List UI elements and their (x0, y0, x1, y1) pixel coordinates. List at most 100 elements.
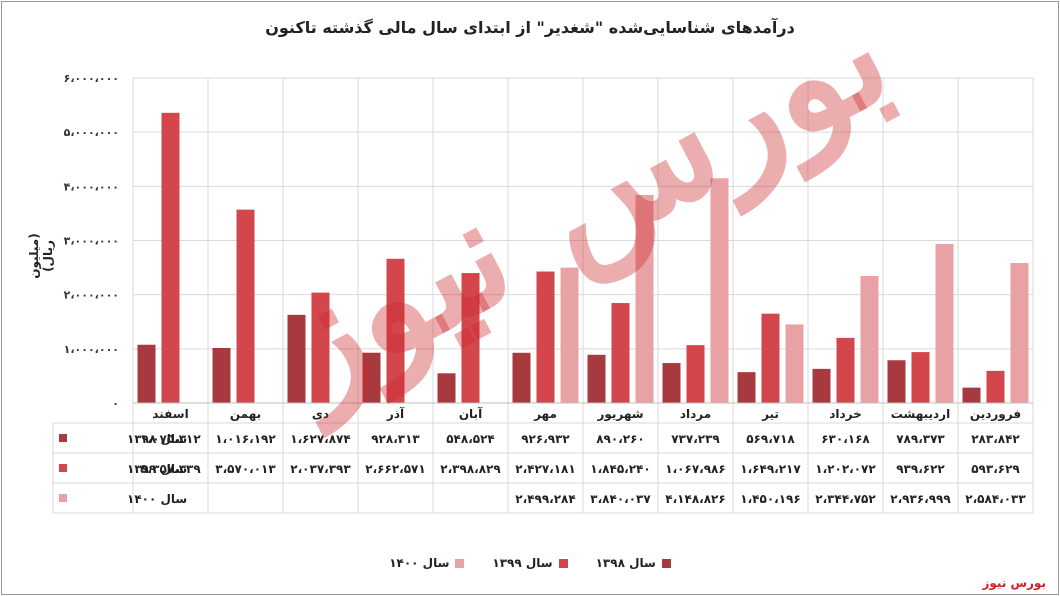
bar-2-1 (935, 243, 954, 403)
table-cell-1-5: ۱،۸۴۵،۲۴۰ (590, 462, 650, 476)
x-tick-label-9: دی (312, 407, 329, 421)
x-tick-label-7: آبان (459, 406, 483, 421)
bar-0-8 (362, 352, 381, 403)
table-cell-0-4: ۷۳۷،۲۳۹ (671, 432, 720, 446)
legend: سال ۱۳۹۸ سال ۱۳۹۹ سال ۱۴۰۰ (0, 556, 1060, 570)
bar-0-7 (437, 373, 456, 403)
bar-0-6 (512, 352, 531, 403)
x-tick-label-2: خرداد (829, 407, 862, 421)
table-cell-1-11: ۵،۳۵۷،۳۳۹ (140, 462, 201, 476)
x-tick-label-5: شهریور (596, 407, 643, 422)
bar-0-10 (212, 347, 231, 403)
bar-1-3 (761, 313, 780, 403)
table-cell-1-8: ۲،۶۶۲،۵۷۱ (365, 462, 425, 476)
y-tick-label-3: ۳،۰۰۰،۰۰۰ (64, 235, 119, 248)
brand-logo-text: بورس نیوز (982, 576, 1046, 590)
bar-2-5 (635, 194, 654, 403)
table-row-header-2: سال ۱۴۰۰ (127, 492, 187, 506)
legend-item-1400: سال ۱۴۰۰ (389, 556, 465, 570)
bar-1-0 (986, 370, 1005, 403)
bar-2-6 (560, 267, 579, 403)
table-cell-0-10: ۱،۰۱۶،۱۹۲ (215, 432, 276, 446)
bar-0-4 (662, 363, 681, 403)
table-cell-0-11: ۱،۰۷۵،۳۱۲ (140, 432, 201, 446)
x-tick-label-11: اسفند (152, 407, 188, 421)
table-cell-1-1: ۹۳۹،۶۲۲ (896, 462, 945, 476)
legend-label-1399: سال ۱۳۹۹ (492, 556, 553, 570)
table-row-header-1: سال ۱۳۹۹ (127, 462, 187, 476)
bar-1-4 (686, 345, 705, 403)
x-tick-label-10: بهمن (230, 407, 261, 421)
bar-2-0 (1010, 263, 1029, 403)
bar-0-9 (287, 314, 306, 403)
bar-0-2 (812, 368, 831, 403)
table-cell-1-0: ۵۹۳،۶۲۹ (971, 462, 1020, 476)
x-tick-label-6: مهر (533, 407, 557, 421)
table-swatch-2 (59, 494, 67, 502)
table-swatch-1 (59, 464, 67, 472)
table-cell-1-6: ۲،۴۲۷،۱۸۱ (515, 462, 575, 476)
bar-0-3 (737, 372, 756, 403)
legend-label-1398: سال ۱۳۹۸ (595, 556, 656, 570)
table-cell-0-3: ۵۶۹،۷۱۸ (746, 432, 795, 446)
bar-1-6 (536, 271, 555, 403)
bar-1-11 (161, 112, 180, 404)
table-cell-0-1: ۷۸۹،۳۷۳ (896, 432, 945, 446)
table-cell-2-3: ۱،۴۵۰،۱۹۶ (740, 492, 800, 506)
bar-0-1 (887, 360, 906, 403)
y-tick-label-4: ۴،۰۰۰،۰۰۰ (64, 180, 119, 193)
legend-item-1398: سال ۱۳۹۸ (596, 556, 671, 570)
table-cell-2-1: ۲،۹۳۶،۹۹۹ (890, 492, 951, 506)
bar-1-10 (236, 209, 255, 403)
chart-title: درآمدهای شناسایی‌شده "شغدیر" از ابتدای س… (265, 18, 795, 37)
table-cell-2-4: ۴،۱۴۸،۸۲۶ (665, 492, 725, 506)
table-cell-1-7: ۲،۳۹۸،۸۲۹ (440, 462, 501, 476)
bar-2-2 (860, 275, 879, 403)
legend-swatch-1399 (558, 558, 568, 568)
table-cell-1-3: ۱،۶۴۹،۲۱۷ (740, 462, 801, 476)
bar-1-2 (836, 337, 855, 403)
table-swatch-0 (59, 434, 67, 442)
bar-2-3 (785, 324, 804, 403)
table-cell-0-0: ۲۸۳،۸۴۲ (971, 432, 1020, 446)
table-cell-1-9: ۲،۰۳۷،۳۹۳ (290, 462, 351, 476)
bar-1-1 (911, 352, 930, 403)
table-cell-0-5: ۸۹۰،۲۶۰ (596, 432, 645, 446)
bar-0-5 (587, 354, 606, 403)
bar-1-8 (386, 258, 405, 403)
table-cell-1-2: ۱،۲۰۲،۰۷۲ (815, 462, 876, 476)
legend-label-1400: سال ۱۴۰۰ (389, 556, 450, 570)
table-cell-0-9: ۱،۶۲۷،۸۷۴ (290, 432, 350, 446)
table-cell-0-2: ۶۳۰،۱۶۸ (821, 432, 870, 446)
x-tick-label-1: اردیبهشت (891, 407, 950, 421)
x-tick-label-3: تیر (761, 407, 779, 421)
bar-1-7 (461, 273, 480, 403)
table-cell-1-10: ۳،۵۷۰،۰۱۳ (215, 462, 276, 476)
legend-item-1399: سال ۱۳۹۹ (492, 556, 568, 570)
bar-0-11 (137, 344, 156, 403)
legend-swatch-1398 (661, 558, 671, 568)
y-tick-label-1: ۱،۰۰۰،۰۰۰ (64, 343, 119, 356)
table-cell-1-4: ۱،۰۶۷،۹۸۶ (665, 462, 725, 476)
table-cell-0-8: ۹۲۸،۳۱۳ (371, 432, 420, 446)
y-tick-label-2: ۲،۰۰۰،۰۰۰ (64, 289, 119, 302)
table-cell-2-5: ۳،۸۴۰،۰۳۷ (590, 492, 651, 506)
x-tick-label-4: مرداد (680, 407, 711, 421)
bar-1-5 (611, 303, 630, 403)
y-tick-label-0: ۰ (112, 397, 119, 410)
bar-1-9 (311, 292, 330, 403)
x-tick-label-8: آذر (386, 406, 405, 421)
y-tick-label-5: ۵،۰۰۰،۰۰۰ (64, 126, 119, 139)
table-cell-2-0: ۲،۵۸۴،۰۳۳ (965, 492, 1026, 506)
table-cell-0-7: ۵۴۸،۵۲۴ (446, 432, 495, 446)
table-cell-0-6: ۹۲۶،۹۳۲ (521, 432, 570, 446)
table-cell-2-6: ۲،۴۹۹،۲۸۴ (515, 492, 575, 506)
bar-2-4 (710, 178, 729, 403)
table-cell-2-2: ۲،۳۴۴،۷۵۲ (815, 492, 876, 506)
bar-0-0 (962, 387, 981, 403)
x-tick-label-0: فروردین (970, 407, 1021, 422)
table-row-header-0: سال ۱۳۹۸ (127, 432, 187, 446)
y-tick-label-6: ۶،۰۰۰،۰۰۰ (64, 72, 119, 85)
legend-swatch-1400 (455, 558, 465, 568)
